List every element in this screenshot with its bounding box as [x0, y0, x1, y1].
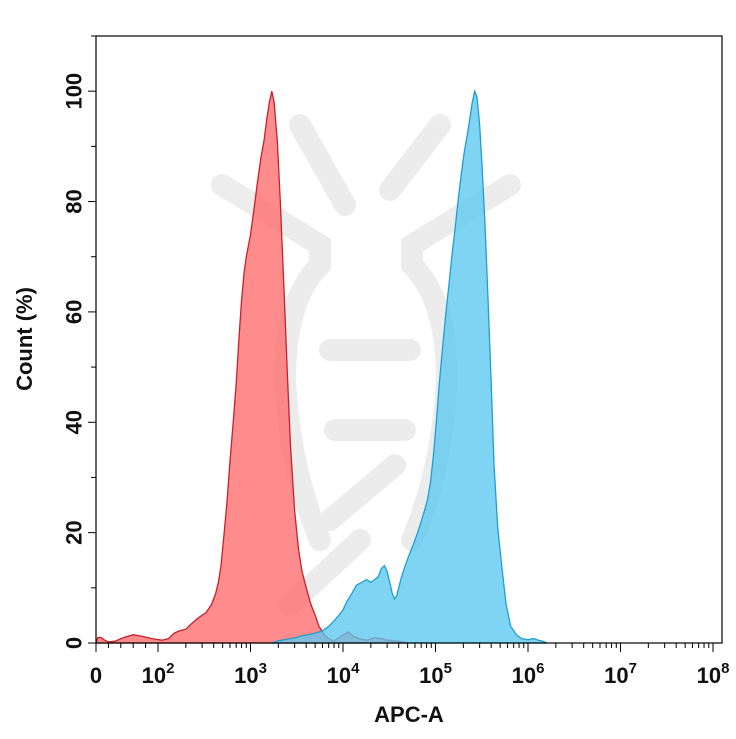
- y-tick-label: 80: [62, 189, 87, 213]
- plot-frame: [95, 35, 723, 644]
- y-tick-label: 40: [62, 410, 87, 434]
- x-tick-label: 103: [234, 660, 267, 688]
- y-tick-label: 0: [62, 637, 87, 649]
- x-tick-label: 106: [512, 660, 545, 688]
- series-area-2: [271, 88, 548, 644]
- x-axis: 0 102 103 104 105 106 107 108: [90, 643, 730, 688]
- y-tick-label: 20: [62, 520, 87, 544]
- x-tick-label: 104: [327, 660, 360, 688]
- y-tick-label: 100: [62, 73, 87, 110]
- series-layer: [95, 88, 548, 644]
- x-tick-label: 0: [90, 663, 102, 688]
- x-axis-title: APC-A: [374, 702, 444, 727]
- y-axis-title: Count (%): [12, 287, 37, 391]
- series-area-1: [95, 91, 408, 644]
- y-tick-label: 60: [62, 300, 87, 324]
- x-tick-label: 108: [697, 660, 730, 688]
- x-tick-label: 102: [142, 660, 175, 688]
- x-tick-label: 105: [419, 660, 452, 688]
- y-axis: 0 20 40 60 80 100: [62, 35, 96, 649]
- x-tick-label: 107: [604, 660, 637, 688]
